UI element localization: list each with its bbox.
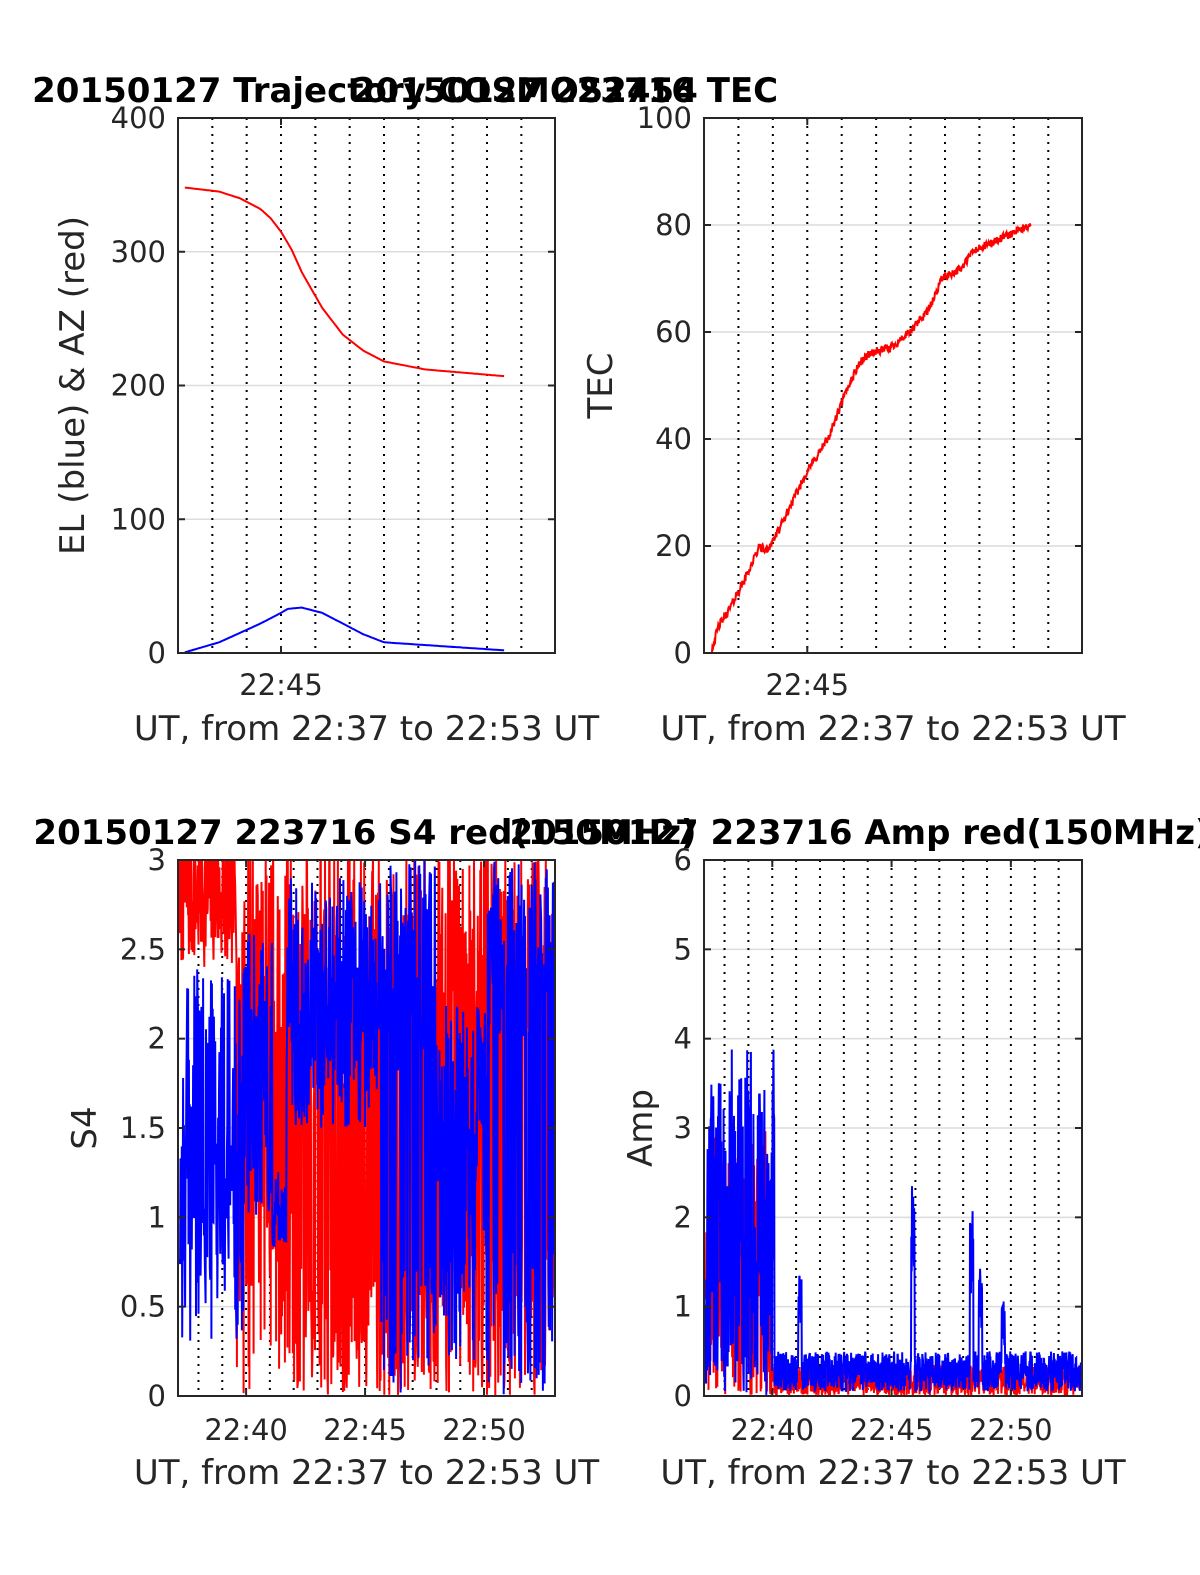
y-tick-label: 200 xyxy=(111,369,166,403)
y-tick-label: 20 xyxy=(655,529,692,563)
chart-panel-1: 0 100 200 300 400 22:45 UT, from 22:37 to 22:5… xyxy=(53,101,599,749)
plot-area xyxy=(178,860,555,1396)
y-tick-label: 300 xyxy=(111,235,166,269)
x-axis-label: UT, from 22:37 to 22:53 UT xyxy=(660,1453,1126,1493)
chart-panel-4: 0 1 2 3 4 5 6 22:40 22:45 22:50 UT, from 22:37 to … xyxy=(621,843,1126,1493)
y-axis-label: Amp xyxy=(621,1089,661,1167)
axes-box xyxy=(703,117,1083,654)
y-tick-label: 1.5 xyxy=(120,1111,166,1145)
y-tick-label: 0 xyxy=(148,636,166,670)
chart-panel-3: 0 0.5 1 1.5 2 2.5 3 22:40 22:45 22:50 UT, from 22:… xyxy=(65,843,600,1493)
chart-panel-2: 0 20 40 60 80 100 22:45 UT, from 22:37 to 22:53… xyxy=(581,101,1126,749)
x-tick-label: 22:50 xyxy=(442,1413,526,1447)
y-tick-label: 0.5 xyxy=(120,1290,166,1324)
y-tick-label: 4 xyxy=(674,1022,692,1056)
y-tick-label: 80 xyxy=(655,208,692,242)
y-tick-label: 2.5 xyxy=(120,932,166,966)
x-axis-label: UT, from 22:37 to 22:53 UT xyxy=(134,709,600,749)
x-tick-label: 22:40 xyxy=(204,1413,288,1447)
y-tick-label: 100 xyxy=(111,502,166,536)
y-tick-label: 6 xyxy=(674,843,692,877)
plot-area xyxy=(710,223,1032,653)
y-tick-label: 2 xyxy=(674,1200,692,1234)
y-tick-label: 400 xyxy=(111,101,166,135)
x-tick-label: 22:45 xyxy=(239,668,323,702)
x-tick-label: 22:50 xyxy=(969,1413,1053,1447)
chart-title-4: 20150127 223716 Amp red(150MHz) xyxy=(509,813,1200,853)
x-tick-label: 22:45 xyxy=(765,668,849,702)
x-axis-label: UT, from 22:37 to 22:53 UT xyxy=(134,1453,600,1493)
y-tick-label: 0 xyxy=(674,636,692,670)
series-line-amp-blue xyxy=(704,1049,1082,1395)
y-tick-label: 40 xyxy=(655,422,692,456)
y-tick-label: 0 xyxy=(674,1379,692,1413)
y-tick-label: 2 xyxy=(148,1022,166,1056)
series-line-s4-blue xyxy=(178,860,555,1395)
x-tick-label: 22:40 xyxy=(731,1413,815,1447)
chart-title-2: 20150127 223716 TEC xyxy=(352,71,778,111)
chart-title-1: 20150127 Trajectory COSMOS2454 xyxy=(32,71,698,111)
series-line-el xyxy=(184,606,505,653)
y-tick-label: 100 xyxy=(637,101,692,135)
plot-area xyxy=(184,186,505,653)
series-line-tec xyxy=(710,223,1032,653)
y-axis-label: S4 xyxy=(65,1106,105,1149)
x-tick-label: 22:45 xyxy=(323,1413,407,1447)
x-tick-label: 22:45 xyxy=(850,1413,934,1447)
y-axis-label: TEC xyxy=(581,353,621,420)
series-line-az xyxy=(184,186,505,378)
y-tick-label: 3 xyxy=(674,1111,692,1145)
y-tick-label: 3 xyxy=(148,843,166,877)
y-tick-label: 5 xyxy=(674,932,692,966)
y-tick-label: 0 xyxy=(148,1379,166,1413)
y-tick-label: 1 xyxy=(148,1200,166,1234)
chart-title-3: 20150127 223716 S4 red(150MHz) xyxy=(33,813,696,853)
y-tick-label: 1 xyxy=(674,1290,692,1324)
y-axis-label: EL (blue) & AZ (red) xyxy=(53,216,93,555)
y-tick-label: 60 xyxy=(655,315,692,349)
x-axis-label: UT, from 22:37 to 22:53 UT xyxy=(660,709,1126,749)
plot-area xyxy=(704,1049,1082,1396)
